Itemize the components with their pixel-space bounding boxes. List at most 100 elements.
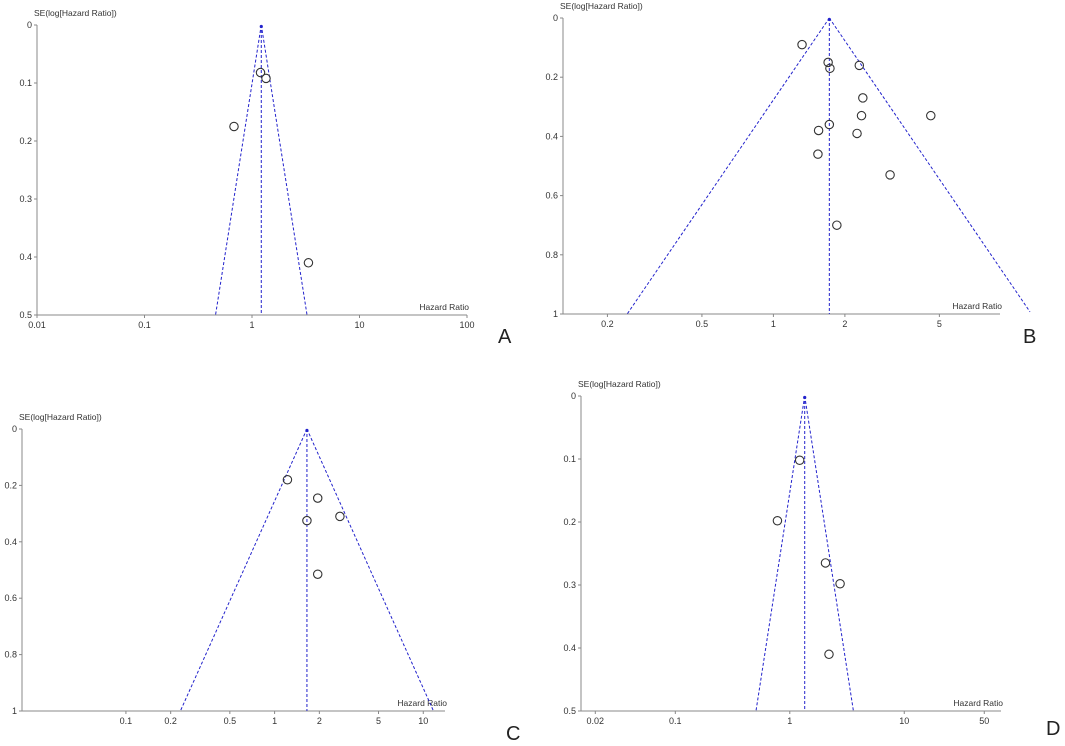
y-tick-label: 0.8 — [545, 250, 558, 260]
panel-label-b: B — [1023, 326, 1037, 348]
y-axis-title: SE(log[Hazard Ratio]) — [19, 412, 102, 422]
y-tick-label: 0.2 — [19, 136, 32, 146]
x-tick-label: 10 — [899, 716, 909, 726]
study-point — [282, 475, 293, 485]
x-tick-label: 2 — [317, 716, 322, 726]
funnel-right-limit — [306, 428, 434, 712]
y-tick-label: 0.8 — [4, 650, 17, 660]
x-tick-label: 0.1 — [120, 716, 133, 726]
y-tick-label: 0.1 — [19, 78, 32, 88]
x-tick-label: 5 — [376, 716, 381, 726]
x-tick-label: 0.2 — [164, 716, 177, 726]
x-tick-label: 0.1 — [138, 320, 151, 330]
funnel-plot-c-svg: 0 0.2 0.4 0.6 0.8 1 0.1 0.2 0.5 1 2 5 10 SE(log[Hazar… — [4, 412, 447, 726]
study-point — [813, 149, 823, 159]
study-point — [825, 63, 835, 74]
y-tick-label: 0.6 — [4, 593, 17, 603]
x-axis-title: Hazard Ratio — [419, 302, 469, 312]
y-tick-label: 0.4 — [19, 252, 32, 262]
study-point — [824, 649, 834, 660]
panel-label-d: D — [1046, 718, 1061, 740]
x-tick-label: 1 — [771, 319, 776, 329]
study-point — [858, 93, 868, 103]
funnel-plot-b: 0 0.2 0.4 0.6 0.8 1 0.2 0.5 1 2 5 SE(log[Hazard Rat… — [533, 0, 1065, 371]
pooled-estimate-apex — [259, 24, 263, 29]
panel-label-a: A — [498, 326, 512, 348]
y-tick-label: 0.6 — [545, 191, 558, 201]
study-point — [302, 515, 312, 526]
y-tick-label: 0.2 — [563, 517, 576, 527]
funnel-plot-a: 0 0.1 0.2 0.3 0.4 0.5 0.01 0.1 1 10 100 SE(log[Haza… — [0, 0, 533, 371]
funnel-plot-c: 0 0.2 0.4 0.6 0.8 1 0.1 0.2 0.5 1 2 5 10 SE(log[Hazar… — [0, 371, 533, 745]
pooled-estimate-apex — [827, 17, 831, 22]
study-point — [303, 258, 314, 268]
x-tick-label: 0.02 — [587, 716, 605, 726]
y-axis-title: SE(log[Hazard Ratio]) — [34, 8, 117, 18]
y-tick-label: 0.1 — [563, 454, 576, 464]
funnel-plot-d-svg: 0 0.1 0.2 0.3 0.4 0.5 0.02 0.1 1 10 50 SE(log[Hazar… — [563, 379, 1003, 726]
y-tick-label: 0 — [571, 391, 576, 401]
study-point — [926, 110, 936, 121]
study-point — [832, 220, 842, 230]
study-point — [794, 455, 805, 466]
x-tick-label: 1 — [787, 716, 792, 726]
study-point — [312, 493, 323, 503]
y-tick-label: 0.4 — [563, 643, 576, 653]
study-point — [854, 60, 865, 71]
x-tick-label: 10 — [418, 716, 428, 726]
x-axis-title: Hazard Ratio — [397, 698, 447, 708]
y-tick-label: 0.2 — [4, 480, 17, 490]
study-point — [856, 110, 867, 121]
study-point — [772, 515, 783, 526]
pooled-estimate-apex — [305, 428, 309, 433]
study-point — [312, 569, 323, 579]
study-point — [852, 128, 862, 139]
x-tick-label: 0.1 — [669, 716, 682, 726]
funnel-right-limit — [804, 395, 854, 712]
study-point — [820, 558, 831, 568]
study-point — [797, 39, 807, 50]
panel-label-c: C — [506, 723, 521, 745]
y-tick-label: 0.5 — [563, 706, 576, 716]
study-point — [813, 125, 824, 136]
funnel-plot-d: 0 0.1 0.2 0.3 0.4 0.5 0.02 0.1 1 10 50 SE(log[Hazar… — [533, 371, 1065, 742]
x-tick-label: 0.2 — [601, 319, 614, 329]
x-tick-label: 0.01 — [28, 320, 46, 330]
funnel-left-limit — [215, 24, 262, 316]
x-axis-title: Hazard Ratio — [952, 301, 1002, 311]
funnel-right-limit — [260, 24, 308, 316]
funnel-left-limit — [755, 395, 806, 712]
y-tick-label: 1 — [553, 309, 558, 319]
x-axis-title: Hazard Ratio — [953, 698, 1003, 708]
x-tick-label: 100 — [459, 320, 474, 330]
funnel-right-limit — [828, 17, 1031, 313]
y-tick-label: 0.2 — [545, 72, 558, 82]
y-tick-label: 0 — [12, 424, 17, 434]
funnel-plot-b-svg: 0 0.2 0.4 0.6 0.8 1 0.2 0.5 1 2 5 SE(log[Hazard Rat… — [545, 1, 1031, 329]
study-point — [255, 67, 266, 78]
y-tick-label: 0 — [27, 20, 32, 30]
x-tick-label: 10 — [354, 320, 364, 330]
x-tick-label: 0.5 — [696, 319, 709, 329]
funnel-left-limit — [179, 428, 308, 712]
y-tick-label: 0.3 — [563, 580, 576, 590]
funnel-plot-a-svg: 0 0.1 0.2 0.3 0.4 0.50.01 0.1 1 10 100 SE(log[Haza… — [19, 8, 474, 330]
study-point — [885, 170, 895, 180]
funnel-left-limit — [626, 17, 830, 315]
y-tick-label: 0.5 — [19, 310, 32, 320]
y-axis-title: SE(log[Hazard Ratio]) — [578, 379, 661, 389]
x-tick-label: 2 — [842, 319, 847, 329]
y-tick-label: 0.4 — [4, 537, 17, 547]
study-point — [835, 578, 845, 589]
y-axis-title: SE(log[Hazard Ratio]) — [560, 1, 643, 11]
y-tick-label: 0 — [553, 13, 558, 23]
pooled-estimate-apex — [803, 395, 807, 400]
study-point — [335, 511, 345, 522]
y-tick-label: 0.4 — [545, 131, 558, 141]
x-tick-label: 1 — [249, 320, 254, 330]
x-tick-label: 5 — [937, 319, 942, 329]
study-point — [823, 57, 833, 68]
x-tick-label: 0.5 — [224, 716, 237, 726]
y-tick-label: 1 — [12, 706, 17, 716]
x-tick-label: 1 — [272, 716, 277, 726]
